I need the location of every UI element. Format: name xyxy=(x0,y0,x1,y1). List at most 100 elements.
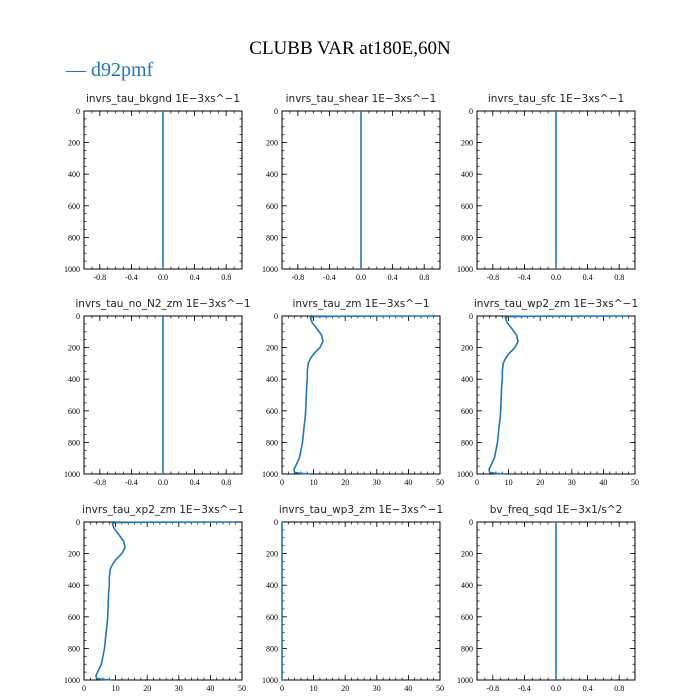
y-tick-label: 1000 xyxy=(262,470,278,479)
y-tick-label: 0 xyxy=(76,312,80,321)
x-tick-label: 20 xyxy=(143,684,151,693)
x-tick-label: 50 xyxy=(436,478,444,487)
x-tick-label: 0.4 xyxy=(583,273,593,282)
panel-title: invrs_tau_wp2_zm 1E−3xs^−1 xyxy=(474,298,638,310)
y-tick-label: 0 xyxy=(469,107,473,116)
y-tick-label: 0 xyxy=(274,518,278,527)
x-tick-label: 0.4 xyxy=(190,478,200,487)
x-tick-label: 40 xyxy=(404,684,412,693)
x-tick-label: 50 xyxy=(631,478,639,487)
y-tick-label: 600 xyxy=(68,613,80,622)
x-tick-label: 40 xyxy=(206,684,214,693)
x-tick-label: 0.8 xyxy=(221,478,231,487)
panel-3: invrs_tau_sfc 1E−3xs^−1 -0.8 -0.4 0.0 0.4 0.8… xyxy=(457,93,636,282)
x-tick-label: 50 xyxy=(436,684,444,693)
y-tick-label: 1000 xyxy=(457,676,473,685)
panel-title: invrs_tau_bkgnd 1E−3xs^−1 xyxy=(86,93,240,105)
x-tick-label: 20 xyxy=(341,478,349,487)
panel-2: invrs_tau_shear 1E−3xs^−1 -0.8 -0.4 0.0 0.4 0… xyxy=(262,93,441,282)
x-tick-label: 0.4 xyxy=(388,273,398,282)
x-tick-label: -0.4 xyxy=(518,684,531,693)
x-tick-label: 0.0 xyxy=(356,273,366,282)
y-tick-label: 0 xyxy=(76,518,80,527)
y-tick-label: 800 xyxy=(68,644,80,653)
x-tick-label: 0.0 xyxy=(158,478,168,487)
series-line xyxy=(488,315,629,475)
y-tick-label: 400 xyxy=(266,375,278,384)
panel-frame xyxy=(281,521,441,681)
y-tick-label: 400 xyxy=(461,375,473,384)
panel-title: invrs_tau_xp2_zm 1E−3xs^−1 xyxy=(82,504,244,516)
y-tick-label: 600 xyxy=(266,613,278,622)
y-tick-label: 400 xyxy=(68,581,80,590)
x-tick-label: -0.8 xyxy=(486,684,499,693)
panel-5: invrs_tau_zm 1E−3xs^−1 0 10 20 30 40 50 0 200 400… xyxy=(262,298,444,487)
y-tick-label: 0 xyxy=(274,107,278,116)
x-tick-label: 10 xyxy=(310,684,318,693)
y-tick-label: 1000 xyxy=(262,676,278,685)
y-tick-label: 600 xyxy=(68,202,80,211)
panel-6: invrs_tau_wp2_zm 1E−3xs^−10 10 20 30 40 50020… xyxy=(457,298,639,487)
y-tick-label: 600 xyxy=(461,407,473,416)
y-tick-label: 0 xyxy=(469,518,473,527)
panel-title: invrs_tau_zm 1E−3xs^−1 xyxy=(292,298,429,310)
y-tick-label: 1000 xyxy=(64,265,80,274)
y-tick-label: 400 xyxy=(68,375,80,384)
x-tick-label: 30 xyxy=(373,478,381,487)
x-tick-label: 0 xyxy=(280,478,284,487)
x-tick-label: 30 xyxy=(373,684,381,693)
y-tick-label: 1000 xyxy=(64,676,80,685)
y-tick-label: 600 xyxy=(461,202,473,211)
x-tick-label: 10 xyxy=(112,684,120,693)
y-tick-label: 600 xyxy=(461,613,473,622)
panel-title: invrs_tau_wp3_zm 1E−3xs^−1 xyxy=(279,504,443,516)
y-tick-label: 0 xyxy=(274,312,278,321)
y-tick-label: 1000 xyxy=(457,470,473,479)
x-tick-label: 0.8 xyxy=(614,684,624,693)
x-tick-label: 0 xyxy=(475,478,479,487)
x-tick-label: -0.8 xyxy=(486,273,499,282)
panels-grid: invrs_tau_bkgnd 1E−3xs^−1 -0.8 -0.4 0.0 0.4 0… xyxy=(64,93,639,693)
y-tick-label: 800 xyxy=(461,438,473,447)
y-tick-label: 800 xyxy=(266,438,278,447)
x-tick-label: -0.8 xyxy=(93,478,106,487)
x-tick-label: 0.8 xyxy=(419,273,429,282)
x-tick-label: 0.4 xyxy=(583,684,593,693)
y-tick-label: 200 xyxy=(68,344,80,353)
y-tick-label: 0 xyxy=(76,107,80,116)
x-tick-label: -0.4 xyxy=(125,478,138,487)
y-tick-label: 400 xyxy=(461,581,473,590)
x-tick-label: 50 xyxy=(238,684,246,693)
x-tick-label: 40 xyxy=(599,478,607,487)
panel-title: invrs_tau_shear 1E−3xs^−1 xyxy=(286,93,437,105)
x-tick-label: 20 xyxy=(536,478,544,487)
panel-4: invrs_tau_no_N2_zm 1E−3xs^−1 -0.8 -0.4 0.0 0… xyxy=(64,298,251,487)
y-tick-label: 600 xyxy=(266,407,278,416)
legend-entry: — d92pmf xyxy=(65,59,154,81)
y-tick-label: 200 xyxy=(266,550,278,559)
y-tick-label: 1000 xyxy=(64,470,80,479)
y-tick-label: 1000 xyxy=(457,265,473,274)
x-tick-label: 0.8 xyxy=(221,273,231,282)
y-tick-label: 600 xyxy=(68,407,80,416)
x-tick-label: -0.8 xyxy=(291,273,304,282)
y-tick-label: 1000 xyxy=(262,265,278,274)
y-tick-label: 400 xyxy=(266,581,278,590)
y-tick-label: 200 xyxy=(461,139,473,148)
x-tick-label: 30 xyxy=(175,684,183,693)
y-tick-label: 200 xyxy=(461,550,473,559)
x-tick-label: 0.0 xyxy=(158,273,168,282)
y-tick-label: 800 xyxy=(461,233,473,242)
y-tick-label: 400 xyxy=(266,170,278,179)
panel-title: invrs_tau_no_N2_zm 1E−3xs^−1 xyxy=(75,298,250,310)
x-tick-label: 10 xyxy=(505,478,513,487)
panel-1: invrs_tau_bkgnd 1E−3xs^−1 -0.8 -0.4 0.0 0.4 0… xyxy=(64,93,243,282)
y-tick-label: 800 xyxy=(266,644,278,653)
x-tick-label: 0.4 xyxy=(190,273,200,282)
x-tick-label: 0 xyxy=(280,684,284,693)
x-tick-label: 0.0 xyxy=(551,684,561,693)
figure-title: CLUBB VAR at180E,60N xyxy=(249,38,451,59)
y-tick-label: 200 xyxy=(68,139,80,148)
y-tick-label: 400 xyxy=(68,170,80,179)
